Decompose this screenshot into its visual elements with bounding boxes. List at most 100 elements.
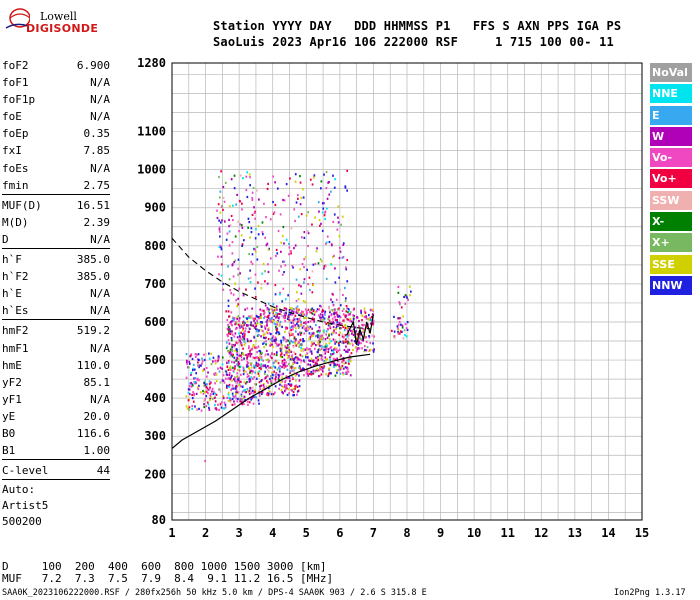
echo-point: [197, 387, 200, 391]
echo-point: [325, 241, 328, 244]
echo-point: [309, 336, 312, 339]
echo-point: [269, 356, 272, 359]
echo-point: [242, 327, 245, 330]
echo-point: [309, 348, 312, 351]
echo-point: [225, 377, 227, 380]
x-tick-label: 11: [500, 526, 514, 540]
echo-point: [264, 270, 266, 273]
echo-point: [280, 352, 283, 355]
echo-point: [267, 375, 269, 378]
echo-point: [229, 367, 231, 370]
echo-point: [221, 219, 223, 222]
echo-point: [314, 361, 317, 364]
echo-point: [203, 353, 205, 356]
y-tick-label: 800: [144, 239, 166, 253]
echo-point: [307, 211, 309, 214]
echo-point: [290, 321, 293, 324]
echo-point: [311, 223, 313, 226]
echo-point: [310, 311, 313, 314]
param-row-m-d-: M(D) 2.39: [2, 214, 110, 231]
echo-point: [315, 335, 317, 338]
echo-point: [323, 360, 326, 363]
echo-point: [274, 181, 276, 184]
x-tick-label: 12: [534, 526, 548, 540]
footer-version: Ion2Png 1.3.17: [614, 588, 686, 598]
echo-point: [292, 387, 295, 390]
echo-point: [305, 214, 308, 217]
echo-point: [273, 322, 276, 325]
echo-point: [250, 314, 253, 317]
echo-point: [206, 375, 208, 378]
echo-point: [333, 213, 336, 216]
param-label: hmF1: [2, 341, 29, 355]
echo-point: [405, 295, 408, 298]
echo-point: [197, 361, 199, 364]
y-tick-label: 80: [152, 513, 166, 527]
echo-point: [301, 263, 304, 266]
echo-point: [303, 278, 306, 281]
echo-point: [363, 350, 366, 353]
echo-point: [267, 337, 270, 341]
echo-point: [229, 351, 232, 354]
echo-point: [327, 328, 329, 331]
echo-point: [303, 321, 305, 325]
echo-point: [236, 305, 239, 308]
echo-point: [197, 386, 199, 389]
echo-point: [371, 313, 374, 316]
echo-point: [297, 389, 300, 392]
echo-point: [284, 380, 286, 384]
echo-point: [345, 350, 347, 353]
echo-point: [352, 333, 355, 336]
echo-point: [330, 349, 333, 352]
echo-point: [344, 372, 347, 375]
echo-point: [229, 355, 231, 358]
echo-point: [232, 369, 235, 372]
echo-point: [287, 350, 290, 353]
echo-point: [306, 348, 308, 351]
echo-point: [367, 323, 370, 326]
echo-point: [261, 231, 264, 234]
echo-point: [253, 366, 256, 369]
echo-point: [225, 373, 228, 376]
echo-point: [237, 357, 239, 360]
echo-point: [217, 355, 220, 358]
echo-point: [305, 372, 308, 375]
echo-point: [334, 363, 336, 366]
x-tick-label: 1: [168, 526, 175, 540]
param-label: foF1p: [2, 93, 36, 107]
echo-point: [246, 171, 249, 174]
param-separator: [2, 319, 110, 321]
echo-point: [319, 318, 322, 322]
echo-point: [307, 232, 310, 235]
echo-point: [317, 343, 319, 346]
echo-point: [271, 352, 273, 355]
echo-point: [255, 323, 258, 326]
echo-point: [357, 338, 360, 341]
echo-point: [246, 387, 249, 391]
echo-point: [330, 346, 333, 349]
echo-point: [345, 345, 347, 348]
echo-point: [320, 354, 323, 357]
echo-point: [311, 312, 314, 315]
echo-point: [289, 326, 292, 329]
echo-point: [238, 376, 240, 379]
echo-point: [283, 363, 285, 366]
echo-point: [311, 183, 314, 186]
echo-point: [290, 388, 293, 392]
echo-point: [296, 342, 299, 346]
param-row-muf-d-: MUF(D) 16.51: [2, 197, 110, 214]
echo-point: [251, 372, 253, 375]
echo-point: [191, 407, 193, 410]
echo-point: [363, 310, 366, 313]
param-label: yF1: [2, 392, 22, 406]
echo-point: [240, 224, 243, 227]
echo-point: [318, 308, 320, 311]
echo-point: [235, 322, 238, 326]
echo-point: [188, 388, 191, 391]
echo-point: [281, 344, 283, 347]
echo-point: [275, 312, 278, 315]
echo-point: [264, 377, 266, 380]
echo-point: [322, 309, 325, 313]
echo-point: [243, 395, 246, 398]
echo-point: [208, 352, 210, 355]
